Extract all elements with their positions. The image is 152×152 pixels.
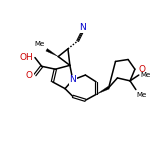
Text: N: N [69,75,76,84]
Text: Me: Me [34,41,45,47]
Polygon shape [46,48,58,57]
Text: OH: OH [19,53,33,62]
Text: N: N [79,23,86,32]
Text: O: O [139,65,146,74]
Text: O: O [26,71,33,79]
Text: Me: Me [137,93,147,98]
Polygon shape [96,86,109,94]
Text: Me: Me [141,72,151,78]
